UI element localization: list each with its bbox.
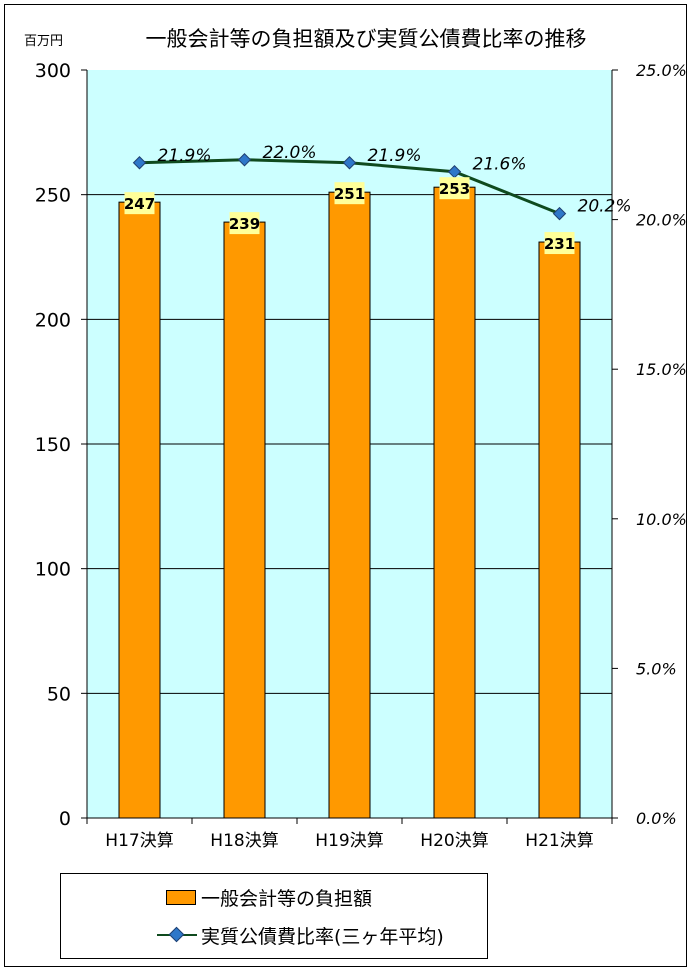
bar <box>433 186 476 819</box>
left-axis-tick-label: 50 <box>47 683 71 705</box>
line-data-label: 20.2% <box>578 197 632 217</box>
right-axis-tick-label: 20.0% <box>636 211 687 230</box>
bar-data-label: 247 <box>124 195 155 213</box>
data-labels: 21.9% 22.0% 21.9% 21.6% 20.2% 247 239 251 253 231 <box>124 143 632 255</box>
bar-data-label-box <box>334 182 365 205</box>
line-data-label: 22.0% <box>263 143 317 163</box>
legend-bar-swatch <box>166 889 196 905</box>
bar <box>538 241 581 819</box>
right-axis-tick-label: 25.0% <box>636 61 687 80</box>
bar-data-label-box <box>229 212 260 235</box>
bar-data-label: 239 <box>229 215 260 233</box>
left-axis-tick-label: 300 <box>35 60 71 82</box>
legend-label-line: 実質公債費比率(三ヶ年平均) <box>201 925 444 948</box>
line-point <box>342 156 357 170</box>
line-data-label: 21.9% <box>158 146 212 166</box>
bar <box>118 201 161 819</box>
bar-data-label-box <box>544 232 575 255</box>
left-axis-tick-label: 200 <box>35 309 71 331</box>
y-axis-unit-label: 百万円 <box>24 34 63 49</box>
bars <box>118 186 581 819</box>
x-axis-tick-label: H21決算 <box>525 831 593 851</box>
right-axis-tick-label: 5.0% <box>636 659 677 678</box>
chart-title: 一般会計等の負担額及び実質公債費比率の推移 <box>146 27 587 51</box>
left-axis-tick-label: 0 <box>59 808 71 830</box>
bar-data-label: 231 <box>544 235 575 253</box>
legend-item-bar: 一般会計等の負担額 <box>166 882 372 912</box>
x-axis-tick-label: H20決算 <box>420 831 488 851</box>
left-axis-tick-label: 150 <box>35 434 71 456</box>
right-axis-tick-label: 10.0% <box>636 510 687 529</box>
bar-data-label: 253 <box>439 180 470 198</box>
line-data-label: 21.9% <box>368 146 422 166</box>
x-axis-tick-label: H18決算 <box>210 831 278 851</box>
right-axis-tick-label: 0.0% <box>636 809 677 828</box>
line-series <box>132 153 567 221</box>
right-axis-tick-label: 15.0% <box>636 360 687 379</box>
bar <box>328 191 371 819</box>
legend-line-swatch <box>157 925 197 945</box>
x-axis-tick-label: H17決算 <box>105 831 173 851</box>
bar-data-label-box <box>124 192 155 215</box>
line-data-label: 21.6% <box>473 155 527 175</box>
legend-label-bar: 一般会計等の負担額 <box>201 887 373 910</box>
x-axis-tick-label: H19決算 <box>315 831 383 851</box>
legend-diamond-marker-icon <box>168 926 185 943</box>
left-axis-tick-label: 250 <box>35 185 71 207</box>
left-axis-tick-label: 100 <box>35 559 71 581</box>
legend-item-line: 実質公債費比率(三ヶ年平均) <box>157 920 444 950</box>
legend: 一般会計等の負担額 実質公債費比率(三ヶ年平均) <box>60 873 488 959</box>
bar-data-label: 251 <box>334 185 365 203</box>
line-point <box>552 206 567 221</box>
bar-data-label-box <box>439 177 470 200</box>
line-point <box>132 156 147 170</box>
bar <box>223 221 266 819</box>
line-point <box>237 153 252 167</box>
axes: 0 50 100 150 200 250 300 0.0% 5.0% 10.0% 15.0% 20.0… <box>35 60 687 851</box>
